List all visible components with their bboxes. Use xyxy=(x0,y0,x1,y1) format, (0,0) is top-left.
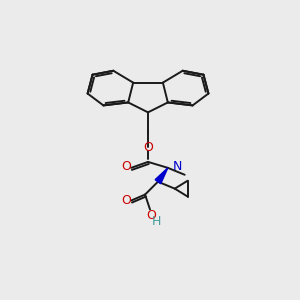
Text: O: O xyxy=(143,140,153,154)
Text: O: O xyxy=(121,194,131,207)
Text: N: N xyxy=(173,160,182,173)
Text: H: H xyxy=(152,215,162,228)
Polygon shape xyxy=(155,168,168,184)
Text: O: O xyxy=(121,160,131,173)
Text: O: O xyxy=(146,209,156,222)
